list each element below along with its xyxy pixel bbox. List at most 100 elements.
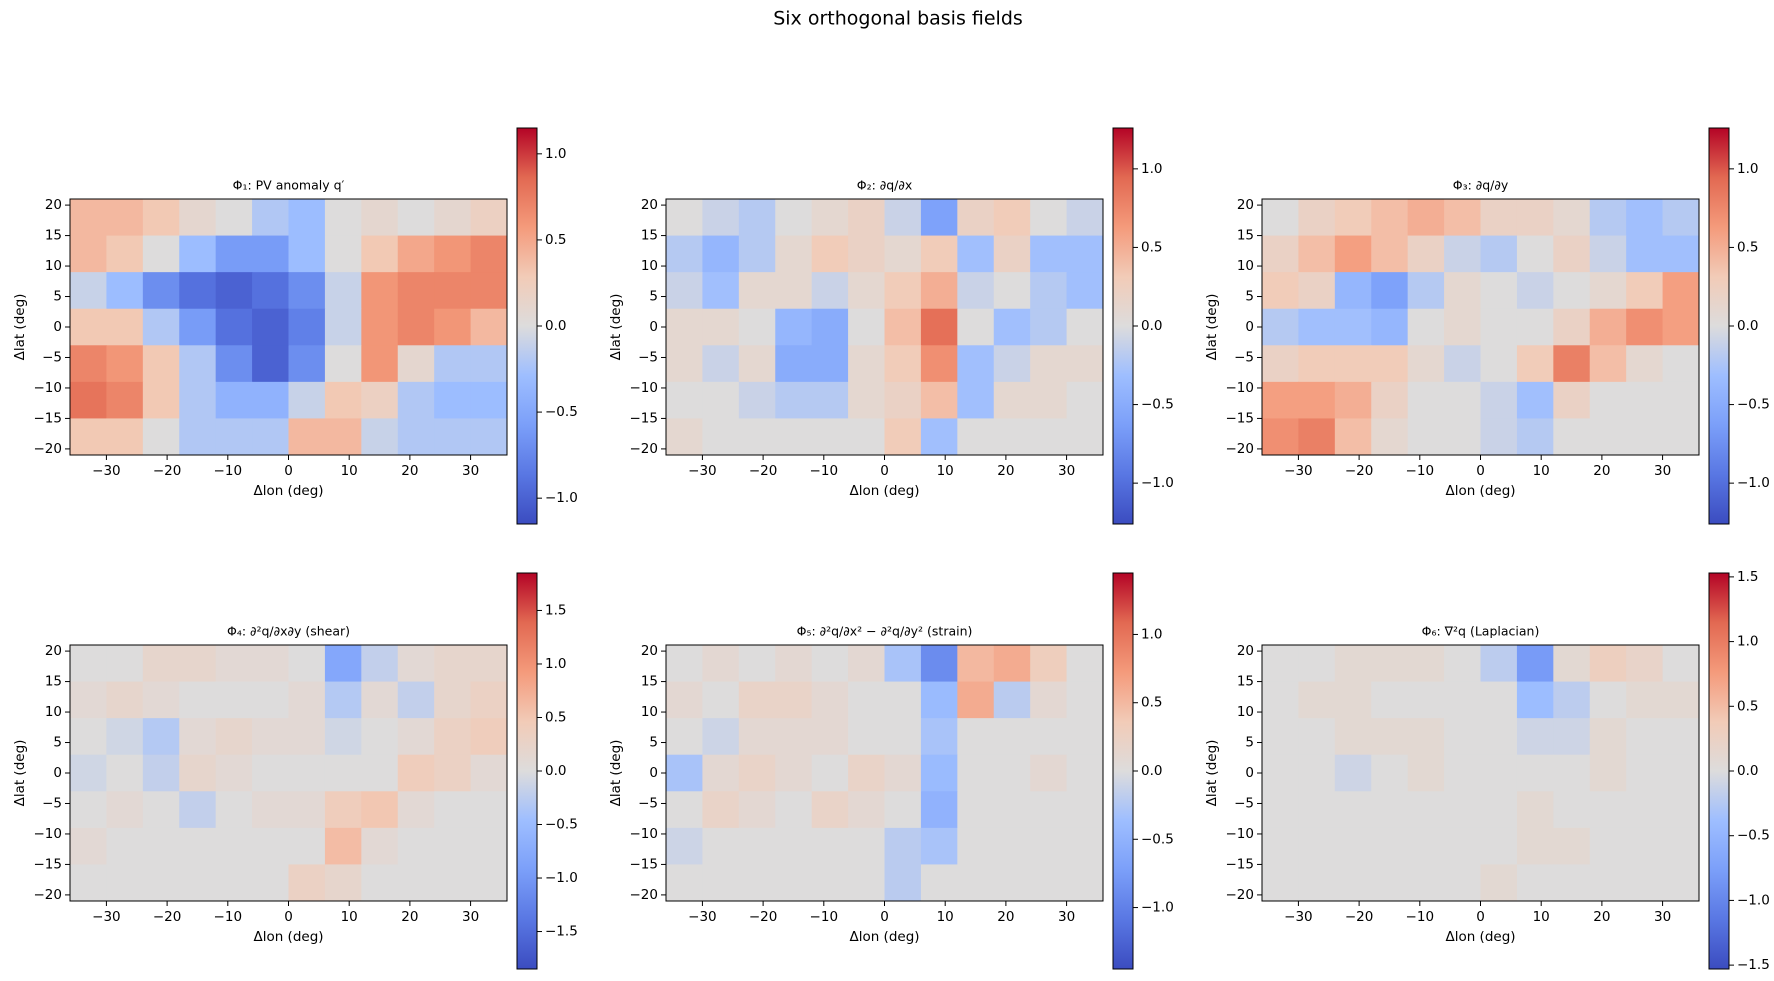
heatmap-cell xyxy=(1371,308,1409,346)
heatmap-cell xyxy=(252,381,289,419)
heatmap-cell xyxy=(215,418,253,456)
y-tick-label: 15 xyxy=(1237,674,1254,690)
heatmap-cell xyxy=(775,199,813,237)
heatmap-cell xyxy=(288,272,326,310)
x-tick-label: −30 xyxy=(688,463,717,479)
y-tick-label: 0 xyxy=(53,319,62,335)
heatmap-cell xyxy=(775,718,813,756)
heatmap-cell xyxy=(470,272,508,310)
heatmap-cell xyxy=(811,754,849,792)
heatmap-cell xyxy=(1480,645,1518,683)
heatmap-cell xyxy=(738,645,776,683)
heatmap-cell xyxy=(811,381,849,419)
heatmap-cell xyxy=(361,199,399,237)
y-tick-label: −5 xyxy=(1234,795,1254,811)
heatmap-cell xyxy=(848,681,885,719)
heatmap-cell xyxy=(1480,718,1518,756)
heatmap-cell xyxy=(1371,791,1409,829)
heatmap-cell xyxy=(1262,718,1299,756)
heatmap-cell xyxy=(106,681,144,719)
heatmap-cell xyxy=(1444,272,1481,310)
heatmap-cell xyxy=(702,418,740,456)
heatmap-cell xyxy=(1298,645,1336,683)
colorbar-tick-label: −1.5 xyxy=(545,924,578,940)
y-tick-label: −20 xyxy=(34,887,63,903)
heatmap-cell xyxy=(993,827,1031,865)
y-tick-label: −5 xyxy=(42,349,62,365)
heatmap-cell xyxy=(1662,791,1700,829)
heatmap-cell xyxy=(1066,791,1104,829)
heatmap-cell xyxy=(1662,199,1700,237)
heatmap-cell xyxy=(848,308,885,346)
x-tick-label: −20 xyxy=(749,463,778,479)
heatmap-cell xyxy=(1334,235,1372,273)
heatmap-cell xyxy=(848,345,885,383)
heatmap-cell xyxy=(470,308,508,346)
heatmap-cell xyxy=(106,308,144,346)
heatmap-cell xyxy=(920,791,958,829)
heatmap-cell xyxy=(1444,791,1481,829)
heatmap-cell xyxy=(1066,827,1104,865)
heatmap-cell xyxy=(142,308,180,346)
heatmap-cell xyxy=(702,272,740,310)
heatmap-cell xyxy=(252,791,289,829)
heatmap-cell xyxy=(775,235,813,273)
y-tick-label: 15 xyxy=(1237,228,1254,244)
heatmap-cell xyxy=(179,791,217,829)
heatmap-cell xyxy=(1334,272,1372,310)
heatmap-cell xyxy=(1444,864,1481,902)
heatmap-cell xyxy=(1407,645,1445,683)
heatmap-cell xyxy=(666,199,703,237)
heatmap-cell xyxy=(361,272,399,310)
heatmap-cell xyxy=(179,827,217,865)
heatmap-cell xyxy=(142,645,180,683)
heatmap-cell xyxy=(848,272,885,310)
heatmap-cell xyxy=(1516,235,1554,273)
y-tick-label: −5 xyxy=(1234,349,1254,365)
subplot-title: Φ₆: ∇²q (Laplacian) xyxy=(1422,624,1540,639)
heatmap-cell xyxy=(1553,199,1591,237)
heatmap-cell xyxy=(1262,645,1299,683)
heatmap-cell xyxy=(397,681,435,719)
heatmap-cell xyxy=(666,827,703,865)
heatmap-cell xyxy=(702,199,740,237)
colorbar-tick-label: 0.0 xyxy=(1737,318,1758,334)
heatmap-cell xyxy=(70,791,107,829)
x-tick-label: −20 xyxy=(153,909,182,925)
x-tick-label: 0 xyxy=(284,909,293,925)
y-axis-label: Δlat (deg) xyxy=(608,740,624,807)
heatmap-cell xyxy=(1334,864,1372,902)
heatmap-cell xyxy=(1626,864,1664,902)
heatmap-cell xyxy=(1589,681,1627,719)
heatmap-cell xyxy=(288,345,326,383)
heatmap-cell xyxy=(1371,827,1409,865)
heatmap-cell xyxy=(1516,754,1554,792)
heatmap-cell xyxy=(1066,199,1104,237)
heatmap-cell xyxy=(70,272,107,310)
heatmap-cell xyxy=(288,308,326,346)
y-tick-label: −15 xyxy=(34,856,63,872)
heatmap-cell xyxy=(1407,827,1445,865)
heatmap-cell xyxy=(920,308,958,346)
heatmap-cell xyxy=(1516,381,1554,419)
colorbar-tick-label: 0.0 xyxy=(1141,763,1162,779)
y-tick-label: 10 xyxy=(1237,258,1254,274)
heatmap-cell xyxy=(1066,864,1104,902)
heatmap-cell xyxy=(1553,272,1591,310)
heatmap-cell xyxy=(252,827,289,865)
y-tick-label: 0 xyxy=(1245,765,1254,781)
x-tick-label: 0 xyxy=(1476,463,1485,479)
heatmap-cell xyxy=(993,308,1031,346)
heatmap-cell xyxy=(957,681,995,719)
heatmap-cell xyxy=(1298,681,1336,719)
heatmap-cell xyxy=(775,345,813,383)
heatmap-cell xyxy=(324,381,362,419)
y-tick-label: −10 xyxy=(630,826,659,842)
heatmap-cell xyxy=(397,827,435,865)
heatmap-cell xyxy=(775,272,813,310)
heatmap-cell xyxy=(920,418,958,456)
heatmap-cell xyxy=(1444,718,1481,756)
heatmap-cell xyxy=(106,199,144,237)
